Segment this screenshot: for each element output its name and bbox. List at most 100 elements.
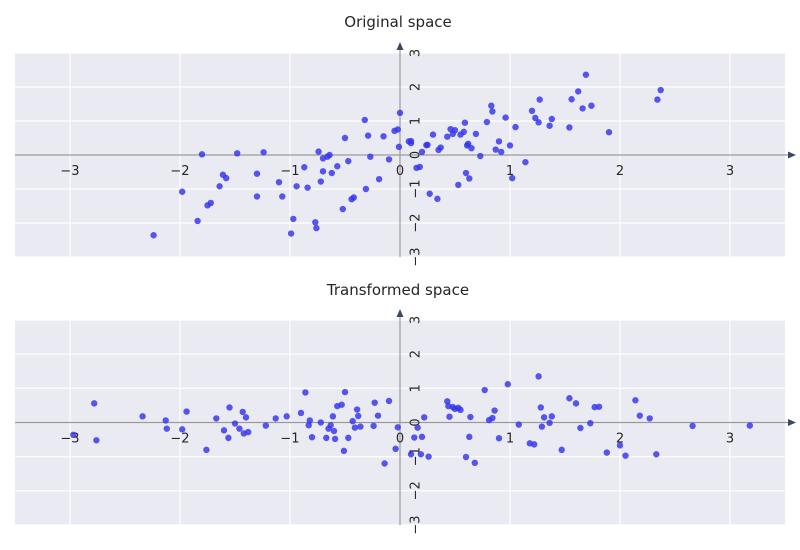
y-tick-label: −2 xyxy=(409,481,424,500)
scatter-point xyxy=(198,151,206,158)
y-tick-label: 2 xyxy=(409,83,424,91)
scatter-point xyxy=(334,163,341,170)
scatter-point xyxy=(279,193,286,200)
scatter-point xyxy=(223,174,230,182)
scatter-point xyxy=(434,195,441,203)
scatter-point xyxy=(540,414,548,421)
scatter-point xyxy=(253,193,261,200)
scatter-point xyxy=(216,183,223,190)
y-tick-label: −2 xyxy=(409,213,424,232)
scatter-point xyxy=(616,442,624,449)
scatter-point xyxy=(457,406,464,414)
scatter-point xyxy=(297,409,305,417)
scatter-point xyxy=(538,423,546,430)
original-space-panel: −3 −2 −1 0 1 2 3 −3 −2 −1 0 1 2 3 Original space xyxy=(15,13,796,267)
scatter-point xyxy=(236,425,243,432)
scatter-point xyxy=(328,169,335,177)
scatter-point xyxy=(548,115,555,123)
y-tick-label: 1 xyxy=(409,117,424,125)
scatter-point xyxy=(283,413,290,420)
scatter-point xyxy=(502,114,509,121)
scatter-point xyxy=(312,219,319,226)
scatter-point xyxy=(163,425,170,432)
scatter-point xyxy=(536,96,543,103)
x-tick-label: −3 xyxy=(60,432,79,447)
scatter-point xyxy=(435,146,442,154)
scatter-point xyxy=(468,145,475,152)
scatter-point xyxy=(646,415,653,422)
x-tick-label: 3 xyxy=(726,432,734,447)
y-tick-label: 2 xyxy=(409,350,424,358)
scatter-point xyxy=(471,459,478,467)
scatter-point xyxy=(407,451,415,458)
scatter-point xyxy=(313,224,320,232)
scatter-point xyxy=(301,164,308,171)
scatter-point xyxy=(290,215,297,223)
scatter-point xyxy=(457,131,464,138)
scatter-point xyxy=(548,413,555,420)
scatter-point xyxy=(315,148,322,155)
scatter-point xyxy=(466,433,473,441)
scatter-point xyxy=(466,175,473,182)
x-tick-label: 0 xyxy=(396,432,404,447)
scatter-point xyxy=(449,130,456,138)
x-tick-label: −2 xyxy=(170,432,189,447)
scatter-point xyxy=(262,422,269,429)
scatter-point xyxy=(532,114,539,122)
scatter-point xyxy=(512,123,519,131)
original-space-title: Original space xyxy=(344,13,451,31)
scatter-point xyxy=(579,105,586,112)
scatter-point xyxy=(504,381,511,388)
transformed-space-title: Transformed space xyxy=(326,281,469,299)
scatter-point xyxy=(272,415,279,422)
scatter-point xyxy=(472,130,480,138)
scatter-point xyxy=(535,119,542,126)
scatter-point xyxy=(421,414,428,421)
scatter-point xyxy=(495,435,503,442)
scatter-point xyxy=(394,126,401,133)
scatter-point xyxy=(588,102,595,109)
y-axis-arrowhead xyxy=(396,42,404,50)
scatter-point xyxy=(275,179,283,186)
scatter-point xyxy=(396,109,404,117)
x-tick-label: −3 xyxy=(60,164,79,179)
scatter-point xyxy=(245,428,252,436)
scatter-point xyxy=(203,446,210,454)
scatter-point xyxy=(329,413,337,420)
scatter-point xyxy=(353,406,361,413)
scatter-point xyxy=(465,140,472,147)
x-tick-label: 3 xyxy=(726,164,734,179)
scatter-point xyxy=(492,146,499,153)
scatter-point xyxy=(375,175,383,183)
scatter-point xyxy=(537,404,544,411)
scatter-point xyxy=(364,132,372,139)
scatter-point xyxy=(657,86,664,94)
scatter-point xyxy=(558,446,565,454)
scatter-point xyxy=(489,108,496,115)
scatter-point xyxy=(654,96,661,103)
scatter-point xyxy=(70,431,77,438)
scatter-point xyxy=(327,422,334,429)
scatter-point xyxy=(326,151,333,159)
scatter-point xyxy=(522,158,529,166)
scatter-point xyxy=(319,168,327,175)
scatter-point xyxy=(207,199,214,207)
y-tick-label: −1 xyxy=(409,179,424,198)
scatter-point xyxy=(429,131,437,138)
scatter-point xyxy=(575,88,582,95)
scatter-point xyxy=(414,424,421,431)
scatter-point xyxy=(498,148,505,156)
scatter-point xyxy=(331,435,339,443)
scatter-point xyxy=(380,133,387,140)
scatter-point xyxy=(418,433,426,441)
scatter-point xyxy=(506,142,514,149)
scatter-point xyxy=(357,423,364,430)
scatter-point xyxy=(418,148,426,156)
scatter-point xyxy=(183,408,190,415)
scatter-point xyxy=(345,434,352,442)
y-axis-arrowhead xyxy=(396,309,404,317)
scatter-point xyxy=(426,190,433,197)
scatter-point xyxy=(374,412,382,419)
scatter-point xyxy=(605,129,613,136)
